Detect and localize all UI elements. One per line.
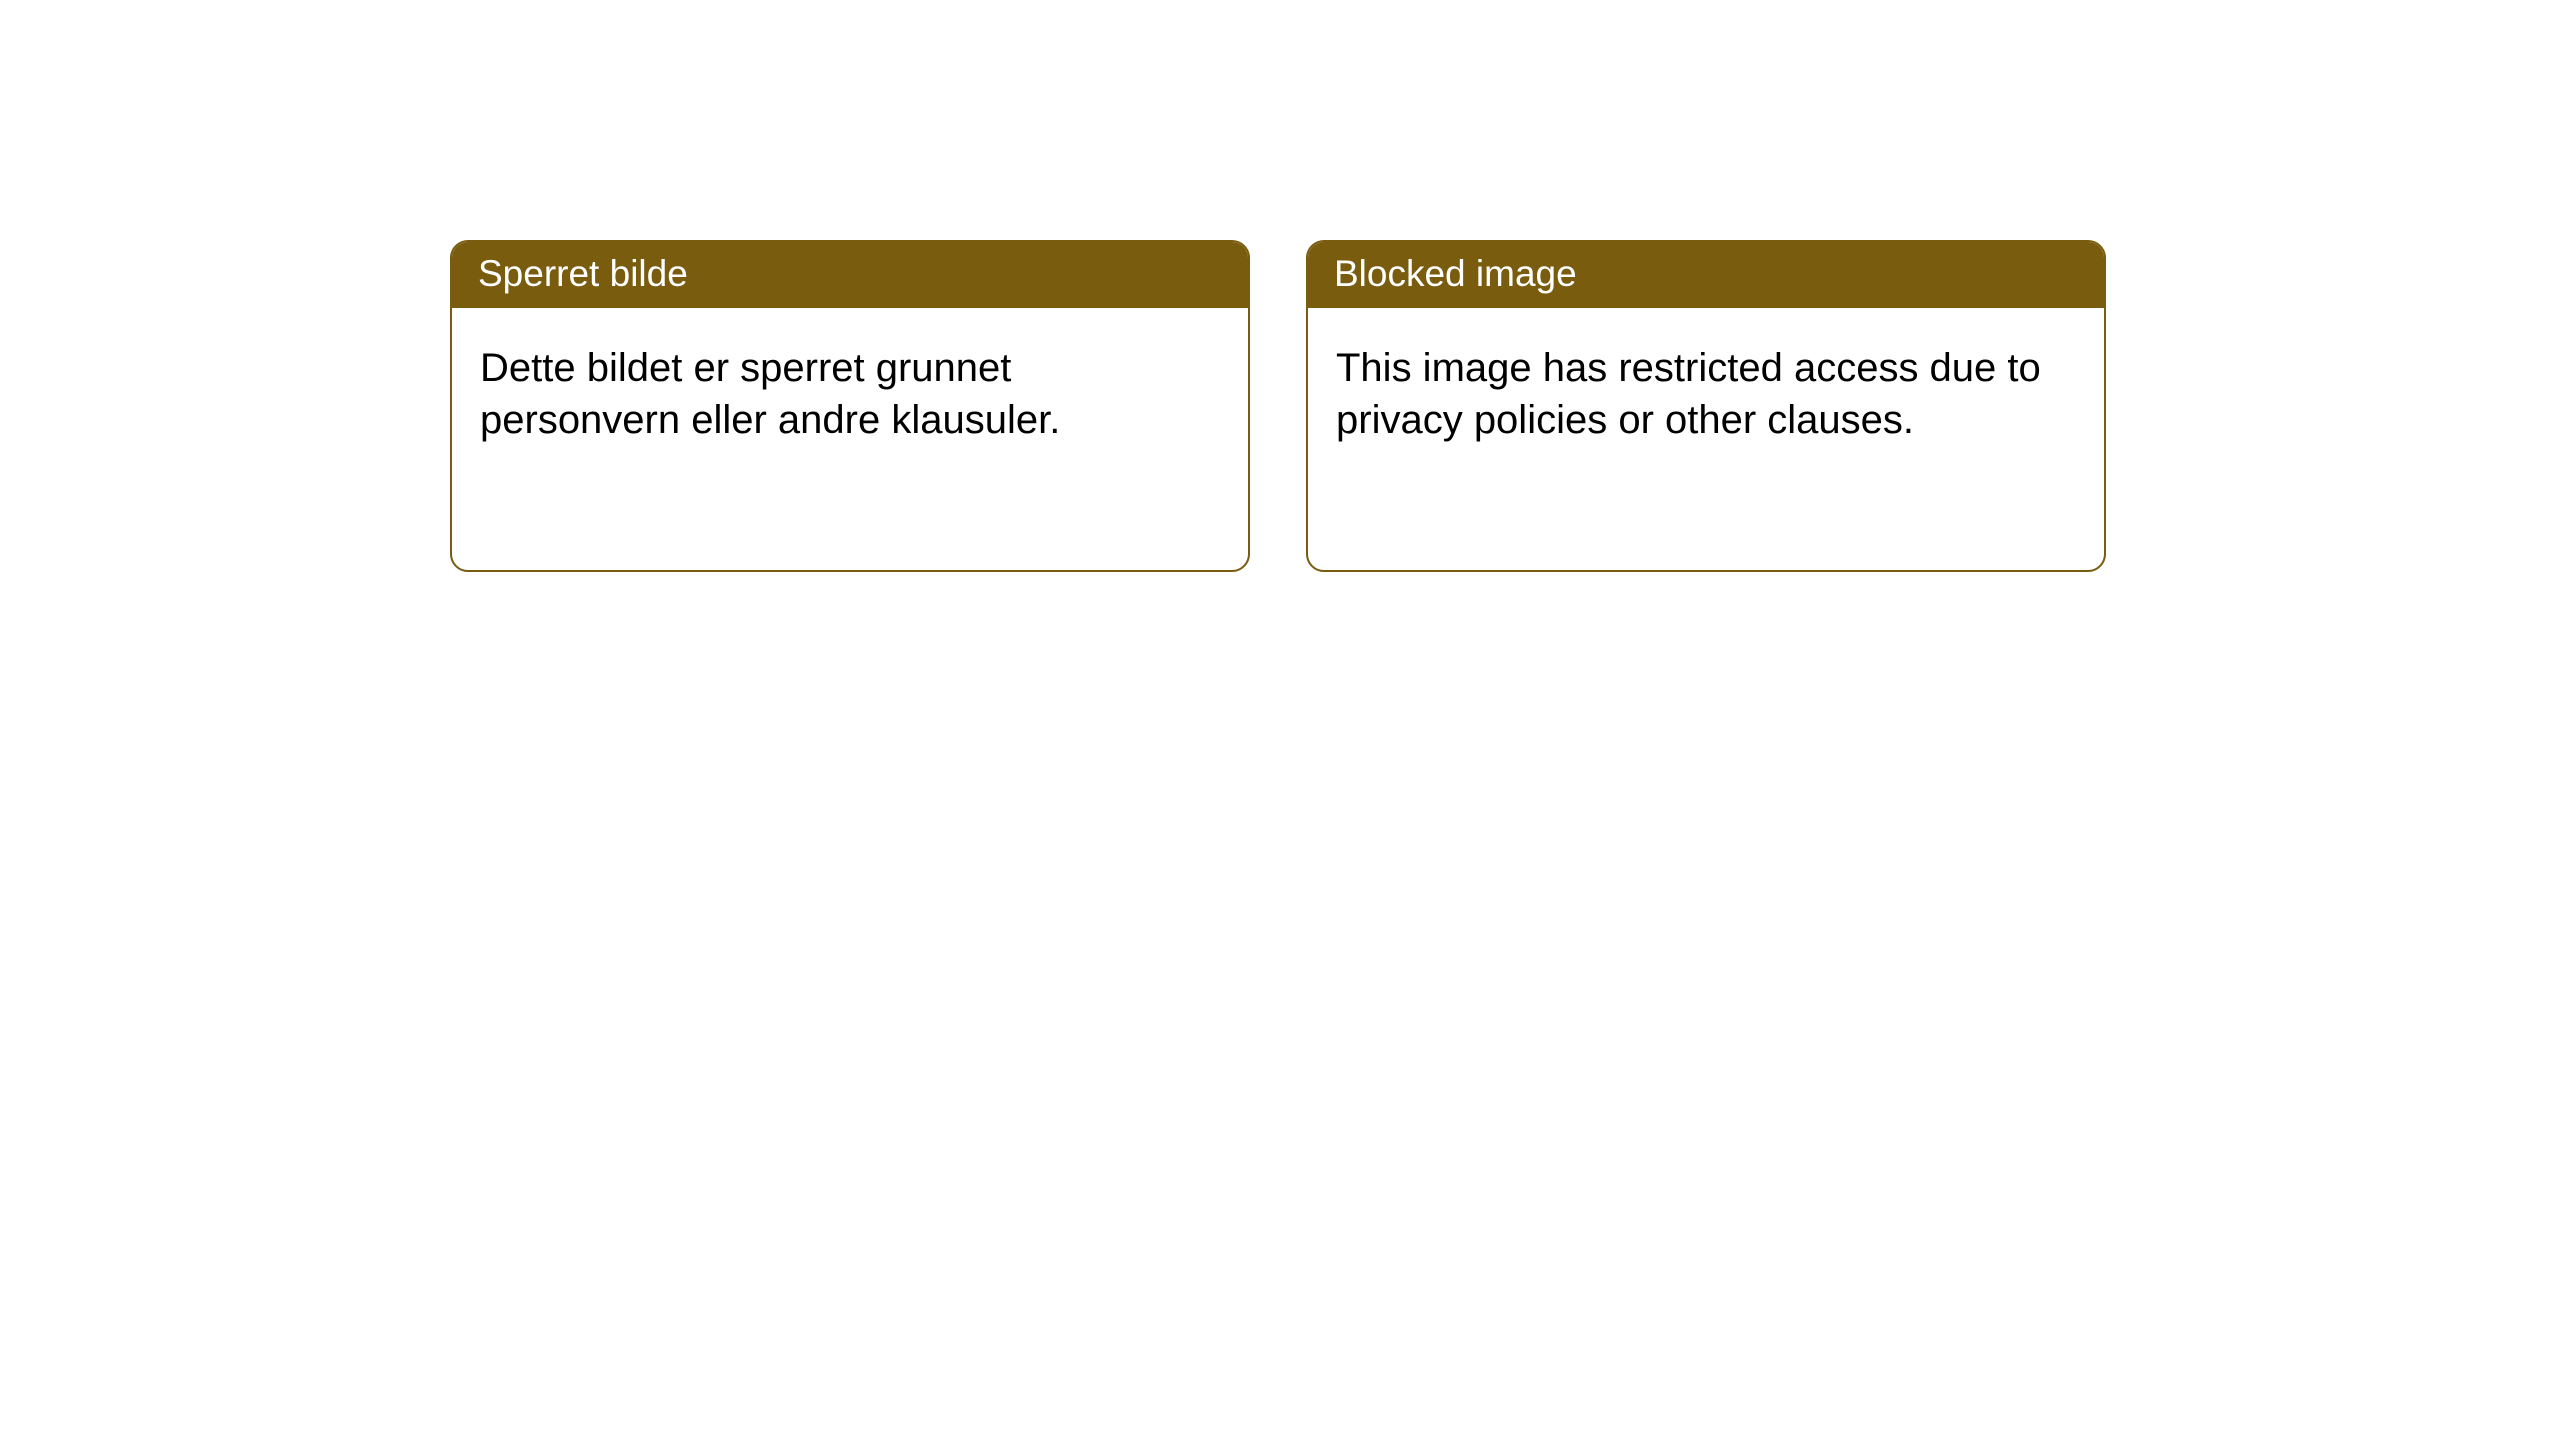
card-body-en: This image has restricted access due to … — [1308, 308, 2104, 480]
card-header-en: Blocked image — [1308, 242, 2104, 308]
blocked-image-card-en: Blocked image This image has restricted … — [1306, 240, 2106, 572]
notice-container: Sperret bilde Dette bildet er sperret gr… — [0, 0, 2560, 572]
card-header-no: Sperret bilde — [452, 242, 1248, 308]
card-body-no: Dette bildet er sperret grunnet personve… — [452, 308, 1248, 480]
blocked-image-card-no: Sperret bilde Dette bildet er sperret gr… — [450, 240, 1250, 572]
